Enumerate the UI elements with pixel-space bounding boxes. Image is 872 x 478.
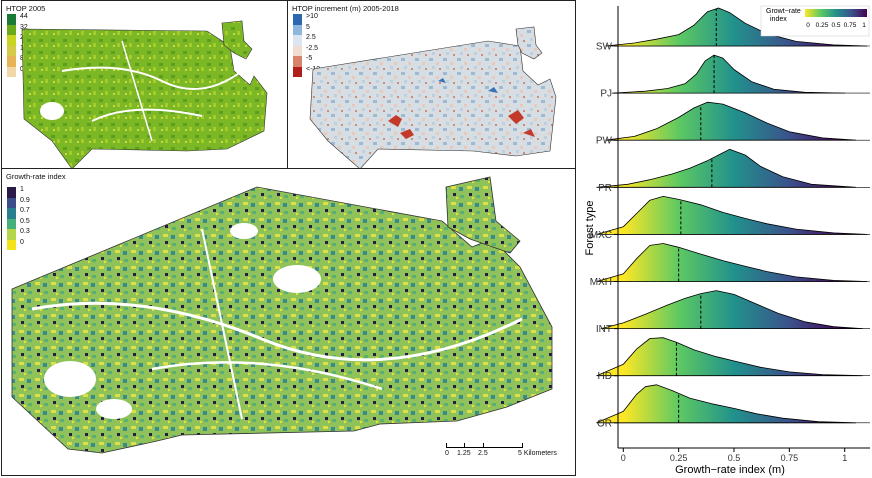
growth-legend-label: 1 [20, 186, 24, 193]
increment-legend-swatch [293, 14, 302, 25]
htop-legend-swatch [7, 24, 16, 35]
colorbar-tick-label: 0.75 [844, 22, 857, 29]
scale-label-2: 2.5 [478, 450, 488, 457]
growth-legend-title: Growth-rate index [6, 172, 66, 181]
increment-legend-label: 2.5 [306, 34, 316, 41]
htop-legend-label: 0 [20, 65, 24, 73]
y-tick-label: PJ [600, 89, 612, 100]
increment-map [309, 26, 557, 168]
colorbar-tick-label: 0 [806, 22, 810, 29]
increment-map-panel: HTOP increment (m) 2005-2018 >10 5 2.5 -2.5… [287, 0, 576, 169]
htop-legend-swatch [7, 14, 16, 25]
scale-bar: 0 1.25 2.5 5 Kilometers [445, 443, 566, 463]
htop-legend-label: 32 [20, 23, 28, 31]
increment-legend-label: >10 [306, 13, 318, 20]
htop-legend-swatch [7, 45, 16, 56]
increment-legend-swatch [293, 35, 302, 46]
htop-legend-title: HTOP 2005 [6, 4, 46, 13]
htop-legend-label: 8 [20, 55, 24, 62]
x-axis-title: Growth−rate index (m) [675, 464, 785, 476]
colorbar [805, 9, 867, 17]
increment-legend-swatch [293, 66, 302, 77]
growth-legend-swatch [7, 197, 16, 208]
growth-legend-label: 0.3 [20, 228, 30, 235]
growth-legend-label: 0.7 [20, 207, 30, 214]
growth-legend-swatch [7, 218, 16, 229]
colorbar-title: Growt−rate index [766, 8, 801, 23]
htop-legend-label: 44 [20, 13, 28, 20]
htop-map-panel: HTOP 2005 4432241680 [1, 0, 288, 169]
increment-legend-swatch [293, 45, 302, 56]
colorbar-tick-label: 0.5 [831, 22, 840, 29]
y-tick-label: MXC [590, 230, 612, 241]
y-tick-label: INT [596, 324, 612, 335]
ridge-sw [605, 7, 868, 47]
htop-legend-swatch [7, 66, 16, 77]
colorbar-tick-label: 0.25 [816, 22, 829, 29]
x-tick-label: 0.25 [670, 453, 688, 463]
growth-legend-swatch [7, 187, 16, 198]
x-tick-label: 0.75 [781, 453, 799, 463]
y-tick-label: PW [596, 136, 613, 147]
ridge-pw [605, 101, 857, 141]
scale-label-1: 1.25 [457, 450, 471, 457]
growth-legend-label: 0.5 [20, 217, 30, 225]
y-tick-label: MXH [590, 277, 612, 288]
htop-legend-swatch [7, 56, 16, 67]
y-axis-title: Forest type [584, 200, 596, 255]
growth-map [11, 176, 553, 454]
y-tick-label: OR [597, 418, 612, 429]
htop-map [21, 20, 268, 168]
ridge-or [596, 384, 857, 424]
ridge-mxh [596, 243, 868, 282]
ridge-mxc [596, 196, 868, 235]
increment-legend-title: HTOP increment (m) 2005-2018 [292, 4, 399, 13]
ridge-pj [611, 54, 846, 94]
ridge-hd [596, 337, 863, 377]
scale-label-0: 0 [445, 450, 449, 457]
increment-legend-label: -5 [306, 55, 313, 62]
scale-label-3: 5 Kilometers [518, 450, 557, 457]
x-tick-label: 0.5 [728, 453, 741, 463]
colorbar-tick-label: 1 [862, 22, 866, 29]
growth-legend-swatch [7, 239, 16, 250]
growth-map-panel: Growth-rate index 1 0.9 0.7 0.5 0.3 0 0 1.25 [1, 168, 576, 476]
ridge-pr [596, 148, 857, 188]
increment-legend-label: -2.5 [306, 44, 319, 52]
increment-legend-swatch [293, 56, 302, 67]
growth-legend-label: 0.9 [20, 196, 30, 204]
x-tick-label: 1 [842, 453, 847, 463]
colorbar-legend: Growt−rate index 0 0.25 0.5 0.75 1 [760, 5, 870, 37]
x-tick-label: 0 [621, 453, 626, 463]
growth-legend-swatch [7, 208, 16, 219]
y-tick-label: PR [598, 183, 612, 194]
htop-legend-swatch [7, 35, 16, 46]
increment-legend-label: 5 [306, 23, 310, 31]
y-tick-label: HD [598, 371, 612, 382]
ridge-int [600, 290, 863, 329]
increment-legend-swatch [293, 24, 302, 35]
growth-legend-label: 0 [20, 238, 24, 246]
y-tick-label: SW [596, 42, 613, 53]
growth-legend-swatch [7, 229, 16, 240]
